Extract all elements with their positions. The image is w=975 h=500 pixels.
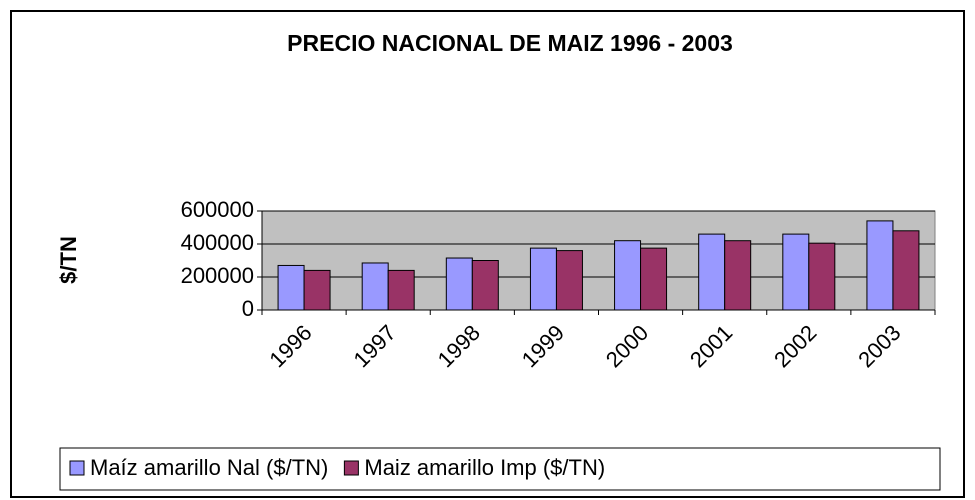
bar — [277, 264, 305, 311]
y-tick-label: 200000 — [181, 263, 254, 288]
bar — [892, 230, 920, 311]
bar — [361, 262, 389, 311]
y-tick-label: 400000 — [181, 230, 254, 255]
bar — [303, 269, 331, 311]
legend-swatch — [69, 460, 85, 476]
bar — [555, 250, 583, 311]
y-axis-label: $/TN — [56, 236, 81, 284]
bar — [808, 242, 836, 311]
y-tick-label: 600000 — [181, 197, 254, 222]
bar — [445, 257, 473, 311]
bar — [724, 240, 752, 311]
bar — [529, 247, 557, 311]
legend-label: Maíz amarillo Nal ($/TN) — [90, 455, 328, 480]
bar — [640, 247, 668, 311]
legend-swatch — [343, 460, 359, 476]
bar — [782, 233, 810, 311]
bar — [471, 260, 499, 311]
bar — [866, 220, 894, 311]
bar — [387, 269, 415, 311]
bar — [698, 233, 726, 311]
legend-label: Maiz amarillo Imp ($/TN) — [364, 455, 605, 480]
legend-box — [59, 447, 941, 491]
y-tick-label: 0 — [242, 296, 254, 321]
bar — [614, 240, 642, 311]
chart-title: PRECIO NACIONAL DE MAIZ 1996 - 2003 — [287, 30, 733, 56]
